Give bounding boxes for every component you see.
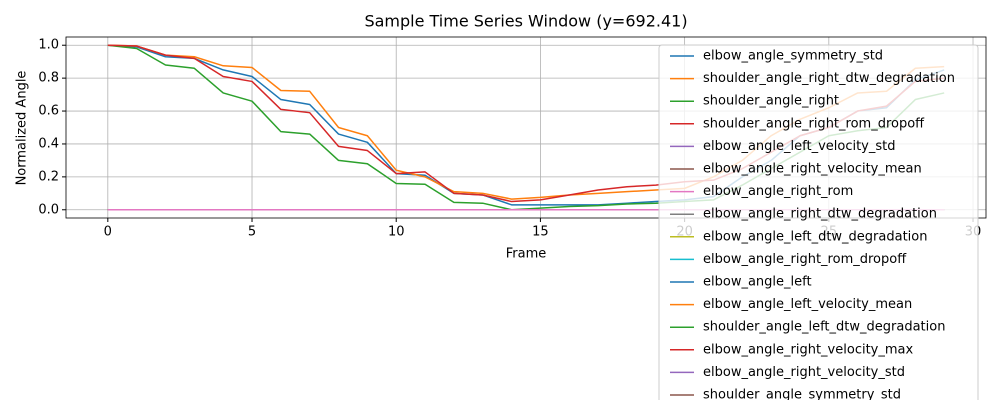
y-tick-label: 1.0 xyxy=(38,38,59,53)
y-tick-label: 0.2 xyxy=(38,169,59,184)
x-tick-label: 0 xyxy=(104,225,112,240)
legend-label: elbow_angle_right_velocity_std xyxy=(703,365,905,380)
legend-label: shoulder_angle_symmetry_std xyxy=(703,388,901,400)
legend-label: elbow_angle_right_velocity_mean xyxy=(703,162,922,177)
legend-label: elbow_angle_symmetry_std xyxy=(703,49,883,64)
x-axis-label: Frame xyxy=(506,247,547,262)
legend-label: shoulder_angle_right xyxy=(703,94,839,109)
legend-label: shoulder_angle_right_rom_dropoff xyxy=(703,116,925,131)
y-tick-label: 0.8 xyxy=(38,71,59,86)
x-tick-label: 10 xyxy=(388,225,405,240)
x-tick-label: 15 xyxy=(532,225,549,240)
chart-title: Sample Time Series Window (y=692.41) xyxy=(364,12,687,31)
legend: elbow_angle_symmetry_std shoulder_angle_r… xyxy=(658,44,979,400)
legend-label: shoulder_angle_left_dtw_degradation xyxy=(703,320,945,335)
legend-label: elbow_angle_left_velocity_mean xyxy=(703,297,912,312)
y-axis-label: Normalized Angle xyxy=(15,71,30,186)
legend-label: elbow_angle_right_rom xyxy=(703,184,853,199)
y-tick-label: 0.0 xyxy=(38,202,59,217)
legend-label: elbow_angle_left_dtw_degradation xyxy=(703,229,928,244)
legend-label: elbow_angle_left xyxy=(703,275,812,290)
legend-label: elbow_angle_right_velocity_max xyxy=(703,342,913,357)
axes-frame xyxy=(65,36,987,219)
legend-frame xyxy=(658,44,979,400)
legend-label: elbow_angle_left_velocity_std xyxy=(703,139,896,154)
legend-label: elbow_angle_right_dtw_degradation xyxy=(703,207,937,222)
y-tick-label: 0.4 xyxy=(38,136,59,151)
x-tick-label: 5 xyxy=(248,225,256,240)
y-tick-label: 0.6 xyxy=(38,104,59,119)
legend-label: elbow_angle_right_rom_dropoff xyxy=(703,252,907,267)
legend-label: shoulder_angle_right_dtw_degradation xyxy=(703,71,955,86)
